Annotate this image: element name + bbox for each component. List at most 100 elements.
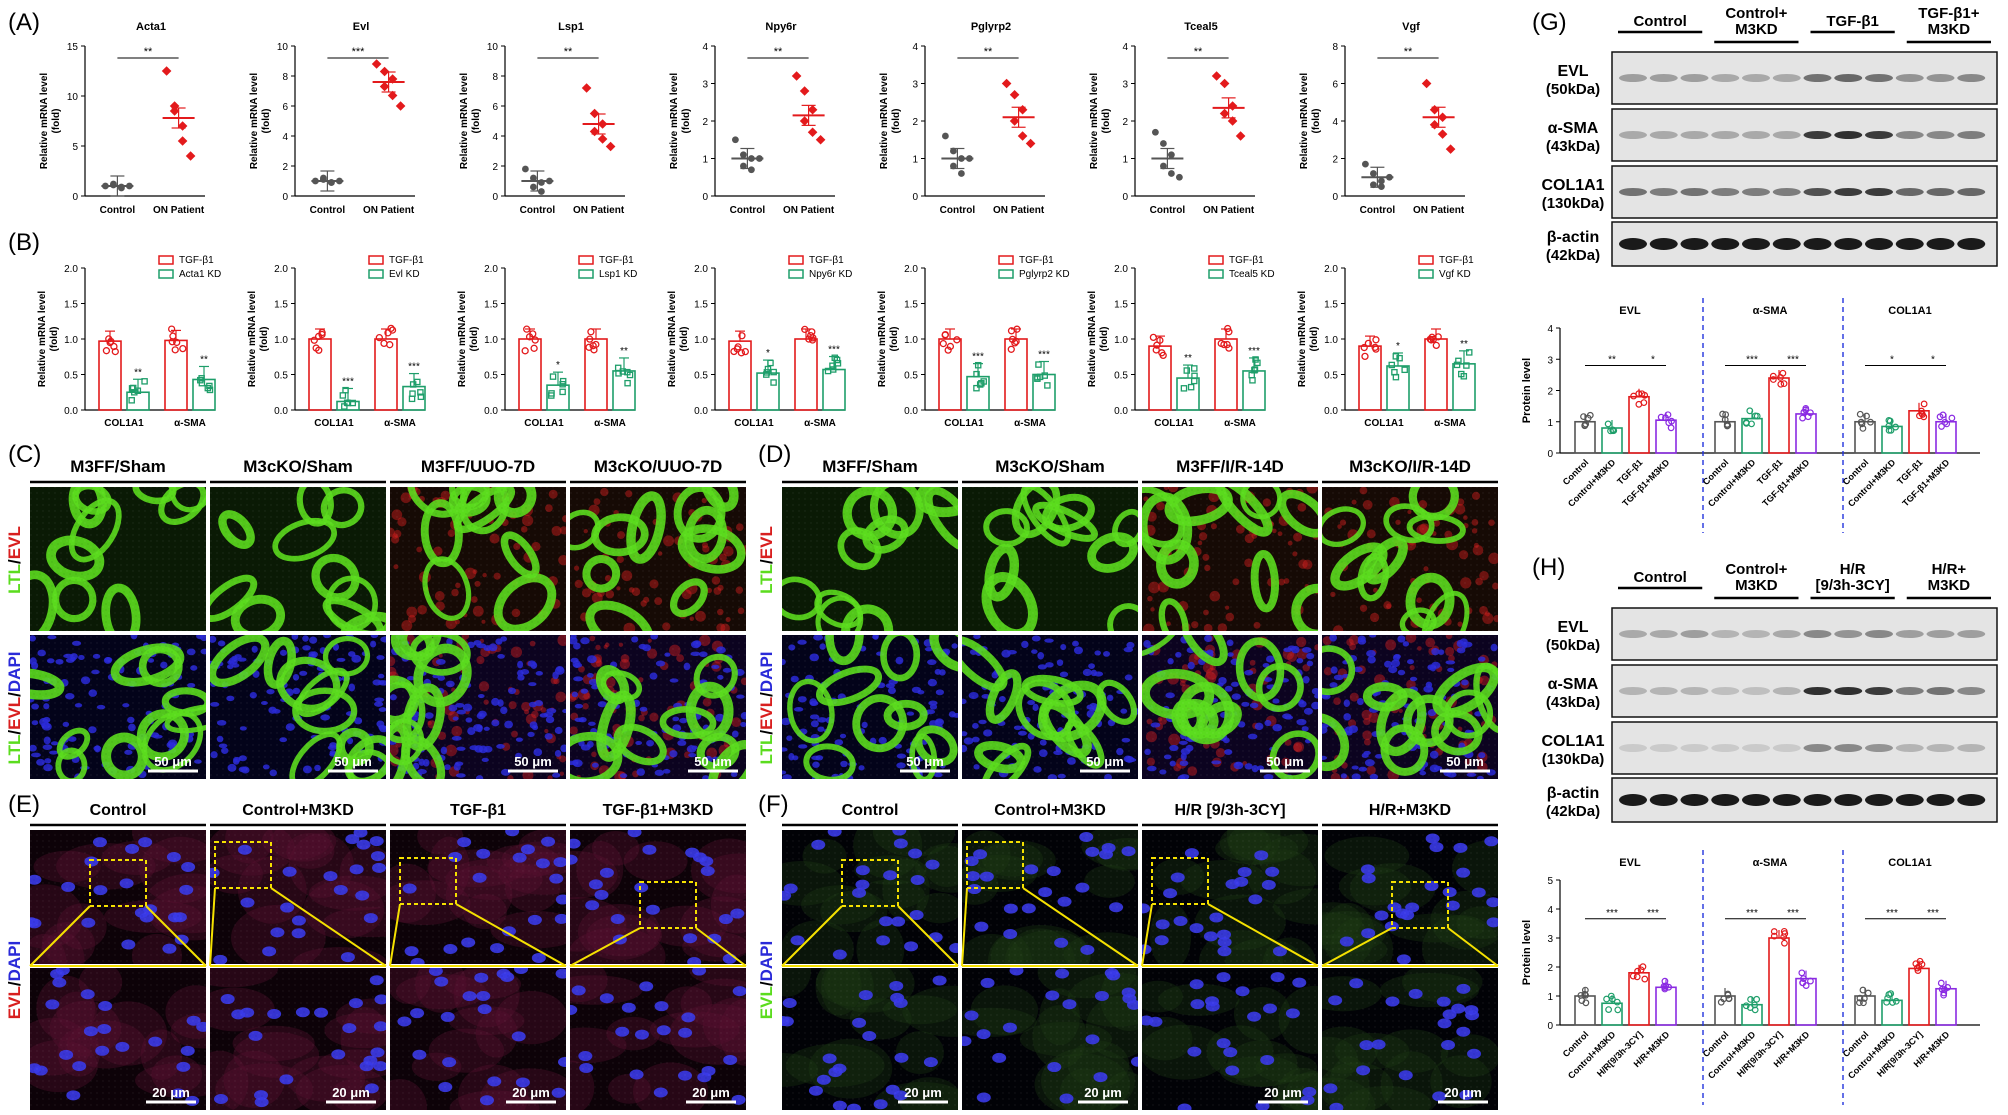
significance-stars: ** xyxy=(200,354,208,365)
protein-band xyxy=(1711,744,1740,752)
y-tick-label: 0 xyxy=(282,192,288,203)
patient-point xyxy=(1017,131,1028,141)
protein-band xyxy=(1895,744,1924,752)
protein-point xyxy=(1581,990,1589,998)
kd-point xyxy=(770,379,777,386)
y-axis-label: Relative mRNA level xyxy=(1299,73,1310,170)
protein-band xyxy=(1895,74,1924,82)
y-axis-label: Relative mRNA level xyxy=(39,73,50,170)
control-point xyxy=(1160,140,1167,147)
y-tick-label: 8 xyxy=(492,72,498,83)
tgf-point xyxy=(1012,337,1020,346)
column-title: TGF-β1+M3KD xyxy=(603,802,714,819)
kd-point xyxy=(833,356,841,364)
panel-b-chart: 0.0 0.5 1.0 1.5 2.0 Relative mRNA level (fold)… xyxy=(1087,255,1275,429)
panel-a-chart: Vgf 0 2 4 6 8 Relative mRNA level (fold) Control… xyxy=(1299,21,1465,216)
significance-stars: * xyxy=(1396,341,1400,352)
column-title: TGF-β1 xyxy=(450,802,506,819)
significance-stars: ** xyxy=(1404,46,1413,58)
legend-swatch-tgf xyxy=(1208,255,1224,265)
y-tick-label: 3 xyxy=(702,80,708,91)
scale-label: 20 μm xyxy=(152,1085,190,1100)
tgf-point xyxy=(1007,345,1015,353)
x-tick-label: COL1A1 xyxy=(1154,418,1194,429)
zoom-line xyxy=(569,927,641,967)
kd-point xyxy=(1465,349,1473,356)
protein-band xyxy=(1772,131,1801,139)
protein-point xyxy=(1860,995,1868,1002)
band-size: (42kDa) xyxy=(1546,247,1600,264)
zoom-line xyxy=(961,887,968,967)
protein-band xyxy=(1742,744,1770,752)
significance-stars: ** xyxy=(1194,46,1203,58)
chart-title: Lsp1 xyxy=(558,21,584,33)
y-tick-label: 1 xyxy=(1547,418,1553,429)
significance-stars: *** xyxy=(1746,355,1758,366)
legend-label: Vgf KD xyxy=(1439,269,1471,280)
band-name: α-SMA xyxy=(1548,676,1599,693)
grain xyxy=(1142,968,1318,1110)
protein-band xyxy=(1803,794,1832,806)
column-title: Control+M3KD xyxy=(994,802,1106,819)
y-tick-label: 10 xyxy=(277,42,289,53)
patient-point xyxy=(371,59,382,69)
protein-band xyxy=(1926,794,1955,806)
protein-point xyxy=(1860,999,1867,1007)
protein-point xyxy=(1802,404,1810,412)
protein-band xyxy=(1742,630,1770,638)
protein-band xyxy=(1680,188,1709,196)
x-tick-label: Control xyxy=(1150,205,1186,216)
y-tick-label: 1 xyxy=(1547,992,1553,1003)
protein-band xyxy=(1649,744,1678,752)
kd-point xyxy=(973,370,980,378)
x-tick-label: α-SMA xyxy=(174,418,206,429)
patient-point xyxy=(597,134,608,144)
panel-d: M3FF/Sham 50 μm M3cKO/Sham 50 μm M3FF/I/R-14… xyxy=(757,457,1498,779)
tgf-point xyxy=(530,344,538,352)
kd-point xyxy=(1191,365,1198,372)
y-axis-label: (fold) xyxy=(49,327,60,352)
protein-band xyxy=(1834,794,1863,806)
tgf-point xyxy=(587,328,595,336)
significance-stars: *** xyxy=(1927,908,1939,919)
protein-point xyxy=(1610,427,1618,434)
protein-point xyxy=(1614,1006,1622,1014)
y-tick-label: 5 xyxy=(1547,876,1553,887)
protein-band xyxy=(1649,131,1678,139)
protein-point xyxy=(1635,400,1643,408)
panel-f: Control 20 μm Control+M3KD 20 μm H/R [9/3h-3… xyxy=(757,802,1499,1110)
legend-swatch-kd xyxy=(578,269,594,279)
panel-label: (B) xyxy=(8,229,40,256)
panel-b-chart: 0.0 0.5 1.0 1.5 2.0 Relative mRNA level (fold)… xyxy=(457,255,637,429)
legend-swatch-kd xyxy=(998,269,1014,279)
protein-band xyxy=(1649,630,1678,638)
chart-title: Npy6r xyxy=(765,21,797,33)
y-tick-label: 1.5 xyxy=(694,300,708,311)
zoom-line xyxy=(1141,903,1153,967)
y-tick-label: 1.5 xyxy=(1324,300,1338,311)
protein-band xyxy=(1649,74,1678,82)
y-tick-label: 2 xyxy=(492,162,498,173)
protein-point xyxy=(1780,927,1788,935)
legend-label: TGF-β1 xyxy=(809,255,844,266)
group-label: M3KD xyxy=(1735,577,1778,594)
tgf-point xyxy=(809,334,817,342)
band-size: (42kDa) xyxy=(1546,803,1600,820)
y-tick-label: 6 xyxy=(492,102,498,113)
protein-band xyxy=(1926,238,1955,250)
kd-point xyxy=(1254,359,1261,367)
protein-point xyxy=(1633,973,1641,981)
y-tick-label: 1 xyxy=(1122,155,1128,166)
protein-band xyxy=(1957,238,1986,250)
y-tick-label: 2.0 xyxy=(904,264,918,275)
y-axis-label: Relative mRNA level xyxy=(37,291,48,388)
y-tick-label: 2 xyxy=(912,117,918,128)
legend-label: TGF-β1 xyxy=(389,255,424,266)
kd-bar xyxy=(822,368,846,411)
band-size: (130kDa) xyxy=(1542,195,1605,212)
tgf-point xyxy=(1225,344,1233,352)
significance-stars: ** xyxy=(1608,355,1616,366)
protein-bar xyxy=(1628,971,1650,1026)
protein-point xyxy=(1948,414,1956,422)
kd-bar xyxy=(756,372,780,411)
